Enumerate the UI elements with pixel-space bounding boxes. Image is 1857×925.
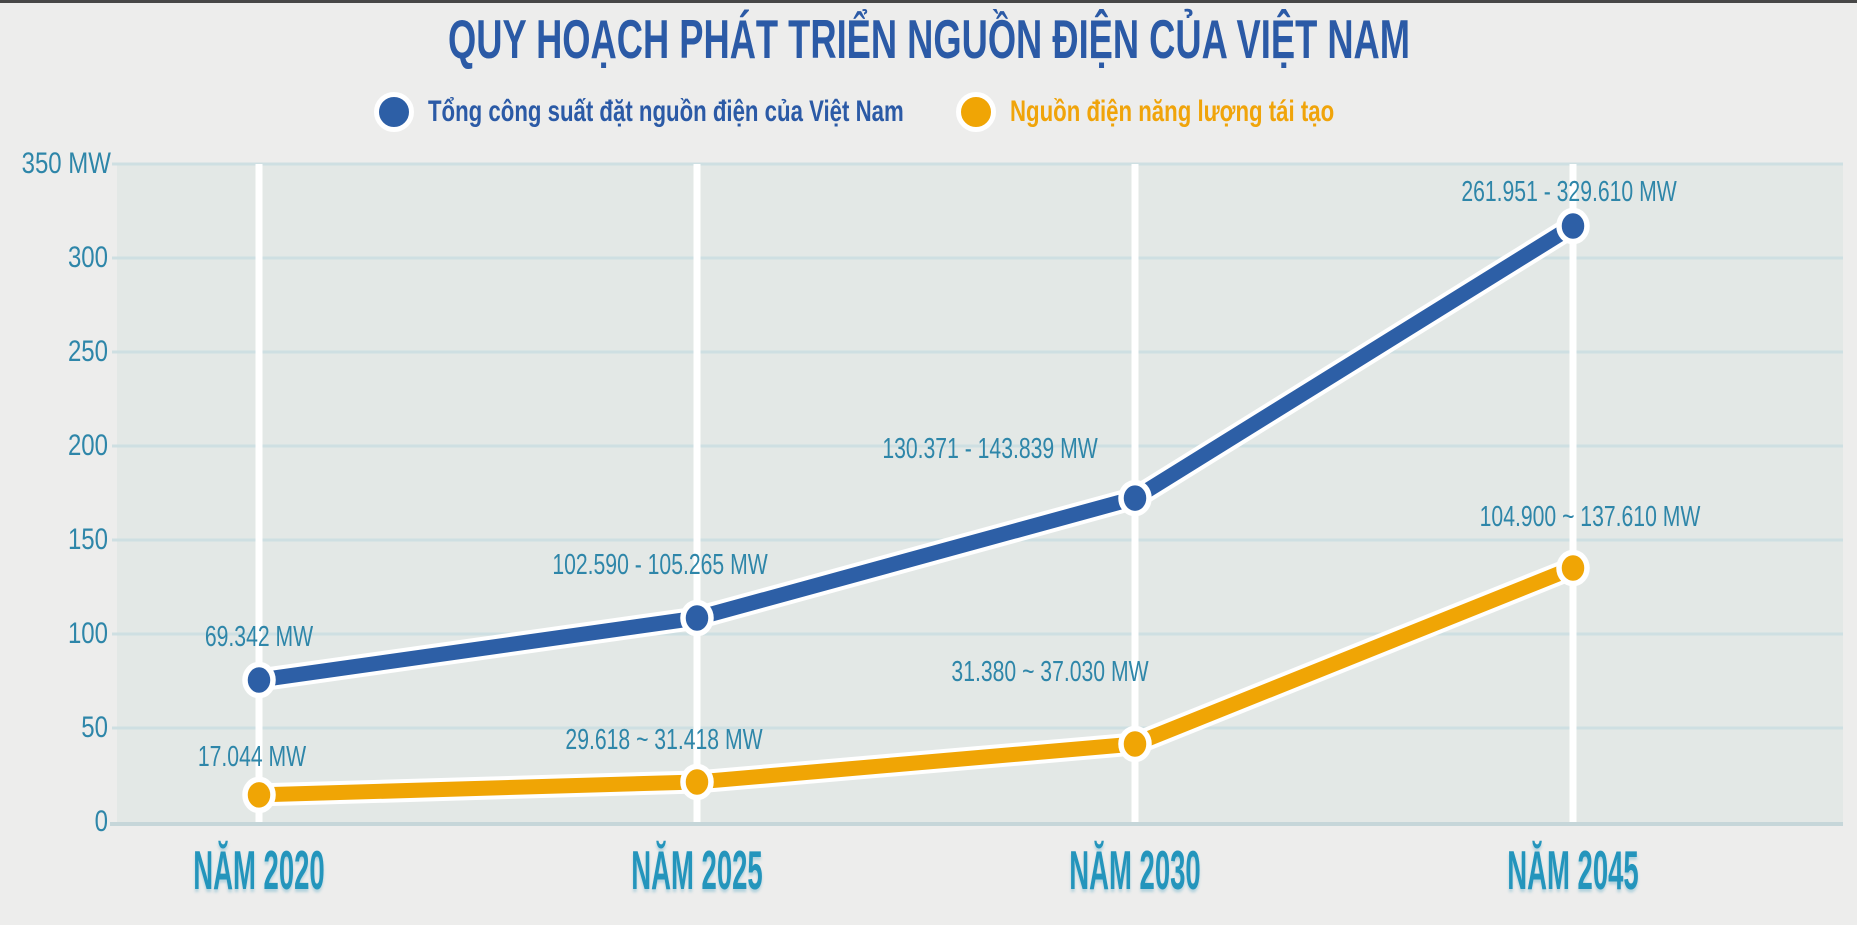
data-point-1-1 bbox=[680, 763, 714, 801]
y-axis-label-100: 100 bbox=[67, 617, 108, 650]
series-line-1 bbox=[251, 560, 1581, 803]
series-line-0 bbox=[251, 218, 1581, 688]
data-point-1-3 bbox=[1556, 549, 1590, 587]
legend-dot-orange-icon bbox=[956, 92, 996, 132]
legend-label-renewable: Nguồn điện năng lượng tái tạo bbox=[1010, 95, 1335, 128]
y-axis-label-350: 350 MW bbox=[21, 147, 111, 180]
y-axis-label-200: 200 bbox=[67, 429, 108, 462]
plot-area bbox=[117, 164, 1843, 822]
data-point-0-0 bbox=[242, 661, 276, 699]
top-border-strip bbox=[0, 0, 1857, 3]
y-axis-label-300: 300 bbox=[67, 241, 108, 274]
data-point-0-1 bbox=[680, 599, 714, 637]
point-label-0-1: 102.590 - 105.265 MW bbox=[552, 549, 768, 582]
x-axis-label-2: NĂM 2030 bbox=[1069, 839, 1201, 901]
legend-label-total-capacity: Tổng công suất đặt nguồn điện của Việt N… bbox=[428, 95, 904, 128]
y-axis-label-0: 0 bbox=[94, 805, 108, 838]
y-axis-label-250: 250 bbox=[67, 335, 108, 368]
data-point-0-2 bbox=[1118, 479, 1152, 517]
y-axis-label-150: 150 bbox=[67, 523, 108, 556]
legend-item-total-capacity: Tổng công suất đặt nguồn điện của Việt N… bbox=[374, 90, 1071, 134]
y-axis-label-50: 50 bbox=[81, 711, 108, 744]
legend-dot-blue-icon bbox=[374, 92, 414, 132]
x-axis-label-3: NĂM 2045 bbox=[1507, 839, 1639, 901]
point-label-1-2: 31.380 ~ 37.030 MW bbox=[951, 655, 1149, 688]
chart-title: QUY HOẠCH PHÁT TRIỂN NGUỒN ĐIỆN CỦA VIỆT… bbox=[447, 8, 1410, 70]
x-axis-label-1: NĂM 2025 bbox=[631, 839, 763, 901]
point-label-1-3: 104.900 ~ 137.610 MW bbox=[1479, 501, 1701, 533]
x-axis-label-0: NĂM 2020 bbox=[193, 839, 325, 901]
point-label-0-0: 69.342 MW bbox=[204, 621, 314, 654]
point-label-0-3: 261.951 - 329.610 MW bbox=[1461, 176, 1677, 209]
data-point-1-0 bbox=[242, 776, 276, 814]
point-label-1-0: 17.044 MW bbox=[197, 740, 307, 773]
data-point-1-2 bbox=[1118, 725, 1152, 763]
point-label-0-2: 130.371 - 143.839 MW bbox=[882, 433, 1098, 466]
point-label-1-1: 29.618 ~ 31.418 MW bbox=[565, 723, 763, 756]
data-point-0-3 bbox=[1556, 207, 1590, 245]
legend-item-renewable: Nguồn điện năng lượng tái tạo bbox=[956, 90, 1448, 134]
